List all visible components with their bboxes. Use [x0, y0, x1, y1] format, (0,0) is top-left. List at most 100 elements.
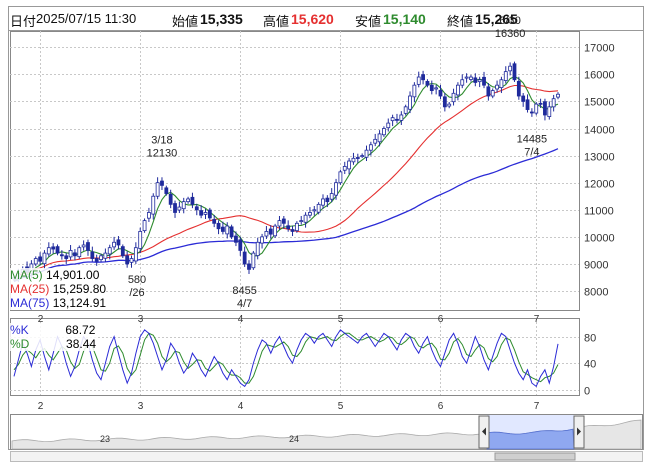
navigator-left-handle[interactable]: [478, 415, 490, 449]
navigator: 23 24: [11, 415, 642, 450]
candle-body: [290, 229, 295, 232]
candle-body: [477, 79, 482, 83]
y-tick-label: 9000: [584, 260, 608, 272]
candle-body: [325, 197, 330, 203]
x-tick-label-upper: 4: [238, 314, 244, 325]
candle-body: [186, 198, 190, 203]
candle-body: [329, 193, 334, 200]
candle-body: [399, 114, 404, 121]
candle-body: [194, 206, 199, 211]
y-tick-label: 12000: [584, 179, 615, 191]
navigator-right-handle[interactable]: [573, 415, 585, 449]
candle-body: [334, 182, 338, 196]
candle-body: [238, 239, 243, 251]
candle-body: [273, 225, 278, 237]
candle-body: [316, 203, 321, 213]
high-label: 高値: [263, 14, 290, 29]
candle-body: [338, 171, 343, 184]
candle-body: [386, 122, 391, 129]
candle-body: [355, 157, 360, 159]
candle-body: [469, 76, 473, 80]
osc-y-tick-label: 80: [584, 333, 596, 345]
candle-body: [281, 218, 286, 224]
candle-body: [94, 258, 99, 262]
candle-body: [434, 87, 439, 90]
navigator-right-handle-arrow: [577, 427, 581, 436]
x-tick-label-upper: 7: [534, 314, 540, 325]
y-tick-label: 8000: [584, 287, 608, 299]
x-tick-label: 4: [238, 401, 244, 412]
navigator-scrollbar[interactable]: [10, 451, 643, 462]
candle-body: [286, 225, 291, 230]
annotation-date: 4/7: [237, 298, 252, 310]
candle-body: [99, 255, 103, 261]
candle-body: [303, 214, 308, 223]
candle-body: [442, 96, 447, 108]
ma75-legend-value: 13,124.91: [52, 296, 107, 310]
candle-body: [86, 242, 90, 251]
candle-body: [547, 106, 552, 117]
candle-body: [129, 258, 134, 263]
candle-body: [199, 210, 204, 216]
osc-y-tick-label: 40: [584, 359, 596, 371]
candle-body: [382, 128, 386, 136]
candle-body: [495, 84, 499, 90]
candle-body: [46, 247, 51, 255]
candle-body: [142, 220, 147, 232]
candle-body: [390, 117, 395, 122]
candle-body: [447, 103, 452, 107]
oscillator-legend: %K 68.72 %D 38.44: [10, 323, 97, 351]
annotation-value: 12130: [147, 147, 178, 159]
candle-body: [534, 103, 539, 114]
navigator-scroll-thumb[interactable]: [494, 452, 576, 461]
y-tick-label: 14000: [584, 125, 615, 137]
annotation-date: 3/18: [151, 134, 172, 146]
candle-body: [207, 209, 212, 219]
candle-body: [299, 220, 304, 223]
candle-body: [203, 212, 208, 215]
candle-body: [151, 195, 156, 215]
candle-body: [177, 206, 182, 211]
candle-body: [229, 226, 234, 238]
x-tick-label-upper: 6: [438, 314, 444, 325]
candle-body: [368, 144, 373, 151]
candle-body: [173, 203, 177, 213]
candle-body: [482, 76, 486, 86]
navigator-label: 24: [289, 434, 299, 444]
low-value: 15,140: [383, 11, 426, 27]
candle-body: [73, 252, 77, 257]
annotation-value: 14485: [517, 133, 548, 145]
candle-body: [464, 76, 469, 79]
x-tick-label-upper: 3: [138, 314, 144, 325]
candle-body: [242, 251, 247, 265]
candle-body: [181, 201, 186, 210]
candle-body: [525, 99, 530, 110]
candle-body: [42, 252, 47, 265]
candle-body: [90, 251, 95, 259]
datetime-value: 2025/07/15 11:30: [36, 11, 137, 26]
candle-body: [77, 247, 82, 258]
candle-body: [251, 252, 256, 269]
x-tick-label: 3: [138, 401, 144, 412]
ma75-legend-row: MA(75) 13,124.91: [10, 296, 106, 310]
candle-body: [460, 79, 465, 86]
candle-body: [51, 246, 56, 250]
candle-body: [499, 79, 504, 89]
candle-body: [59, 254, 64, 257]
candle-body: [556, 93, 560, 98]
ma5-legend-row: MA(5) 14,901.00: [10, 268, 106, 282]
x-tick-label: 5: [338, 401, 344, 412]
x-tick-label-upper: 5: [338, 314, 344, 325]
candle-body: [38, 256, 43, 262]
osc-y-tick-label: 0: [584, 386, 590, 398]
candle-body: [125, 255, 130, 265]
candle-body: [347, 160, 352, 170]
candle-body: [551, 98, 556, 108]
candle-body: [247, 263, 251, 270]
candle-body: [529, 111, 534, 114]
candle-body: [408, 95, 412, 110]
candle-body: [160, 180, 164, 186]
high-value: 15,620: [291, 11, 334, 27]
candle-body: [421, 74, 425, 81]
